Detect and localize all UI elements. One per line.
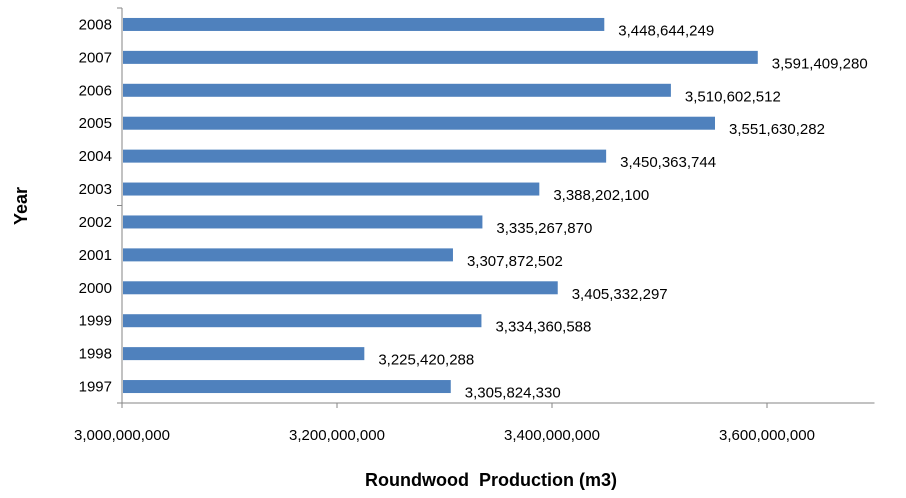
data-label-1999: 3,334,360,588: [495, 319, 591, 336]
labels-layer: 3,000,000,000 3,200,000,000 3,400,000,000 3…: [74, 16, 868, 444]
y-tick-label-2006: 2006: [79, 82, 112, 99]
data-label-2000: 3,405,332,297: [572, 286, 668, 303]
y-tick-label-2003: 2003: [79, 181, 112, 198]
bar-2000: [123, 281, 558, 295]
bar-2008: [123, 17, 605, 31]
axes-layer: [117, 7, 875, 408]
data-label-2001: 3,307,872,502: [467, 253, 563, 270]
y-tick-label-2007: 2007: [79, 49, 112, 66]
data-label-2005: 3,551,630,282: [729, 121, 825, 138]
y-tick-label-2005: 2005: [79, 115, 112, 132]
y-axis-title: Year: [11, 187, 31, 225]
data-label-2006: 3,510,602,512: [685, 88, 781, 105]
y-tick-label-2004: 2004: [79, 148, 112, 165]
y-tick-label-2008: 2008: [79, 16, 112, 33]
y-tick-label-1998: 1998: [79, 346, 112, 363]
bar-2004: [123, 149, 607, 163]
bar-1999: [123, 314, 482, 328]
data-label-2007: 3,591,409,280: [772, 55, 868, 72]
y-tick-label-1997: 1997: [79, 379, 112, 396]
bar-2003: [123, 182, 540, 196]
x-tick-label: 3,600,000,000: [719, 427, 815, 444]
bars-layer: [123, 17, 758, 394]
data-label-2008: 3,448,644,249: [618, 22, 714, 39]
bar-1997: [123, 380, 451, 394]
bar-1998: [123, 347, 365, 361]
bar-2007: [123, 50, 758, 64]
y-tick-label-2002: 2002: [79, 214, 112, 231]
y-tick-label-2001: 2001: [79, 247, 112, 264]
bar-2002: [123, 215, 483, 229]
x-tick-label: 3,200,000,000: [289, 427, 385, 444]
y-tick-label-1999: 1999: [79, 313, 112, 330]
data-label-2004: 3,450,363,744: [620, 154, 716, 171]
data-label-2002: 3,335,267,870: [496, 220, 592, 237]
data-label-2003: 3,388,202,100: [553, 187, 649, 204]
bar-2006: [123, 83, 671, 97]
bar-2005: [123, 116, 716, 130]
data-label-1997: 3,305,824,330: [465, 385, 561, 402]
x-tick-label: 3,000,000,000: [74, 427, 170, 444]
x-tick-label: 3,400,000,000: [504, 427, 600, 444]
x-axis-title: Roundwood Production (m3): [365, 470, 617, 490]
y-tick-label-2000: 2000: [79, 280, 112, 297]
bar-2001: [123, 248, 453, 262]
data-label-1998: 3,225,420,288: [378, 352, 474, 369]
